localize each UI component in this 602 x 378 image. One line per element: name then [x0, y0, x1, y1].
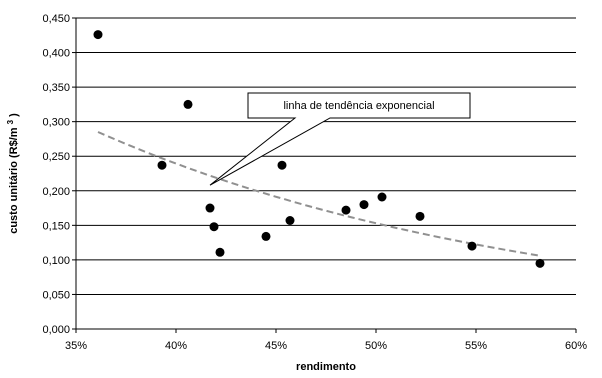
y-tick-labels: 0,000 0,050 0,100 0,150 0,200 0,250 0,300 0,350…: [42, 13, 70, 336]
x-tick-label: 60%: [565, 340, 587, 352]
y-tick-label: 0,150: [42, 220, 70, 232]
y-tick-label: 0,100: [42, 255, 70, 267]
x-tick-label: 45%: [265, 340, 287, 352]
x-tick-label: 50%: [365, 340, 387, 352]
trendline-path: [97, 131, 541, 257]
x-tick-label: 35%: [65, 340, 87, 352]
data-point: [215, 247, 225, 257]
data-point: [183, 99, 193, 109]
horizontal-gridlines: [76, 17, 576, 295]
data-point: [341, 205, 351, 215]
y-axis-title-superscript: 3: [6, 119, 15, 124]
y-tick-label: 0,200: [42, 186, 70, 198]
data-point: [285, 215, 295, 225]
data-point: [359, 200, 369, 210]
y-tick-label: 0,400: [42, 48, 70, 60]
y-tick-label: 0,300: [42, 117, 70, 129]
trendline-callout: linha de tendência exponencial: [209, 92, 471, 186]
data-point: [415, 211, 425, 221]
data-points: [93, 30, 545, 268]
plot-axes: [72, 17, 577, 333]
data-point: [535, 258, 545, 268]
y-tick-label: 0,050: [42, 289, 70, 301]
data-point: [377, 192, 387, 202]
x-tick-labels: 35% 40% 45% 50% 55% 60%: [65, 340, 587, 352]
y-tick-label: 0,450: [42, 13, 70, 25]
data-point: [467, 241, 477, 251]
x-axis-title: rendimento: [296, 361, 356, 373]
data-point: [157, 160, 167, 170]
callout-box: [209, 92, 471, 186]
y-axis-title: custo unitário (R$/m 3 ): [4, 113, 20, 234]
data-point: [261, 231, 271, 241]
exponential-trendline: [97, 131, 541, 257]
callout-label: linha de tendência exponencial: [283, 100, 434, 112]
data-point: [93, 30, 103, 40]
y-tick-label: 0,350: [42, 82, 70, 94]
x-tick-label: 55%: [465, 340, 487, 352]
x-tick-label: 40%: [165, 340, 187, 352]
data-point: [209, 222, 219, 232]
data-point: [205, 203, 215, 213]
y-tick-label: 0,000: [42, 324, 70, 336]
data-point: [277, 160, 287, 170]
y-tick-label: 0,250: [42, 151, 70, 163]
y-axis-title-close: ): [8, 113, 20, 117]
y-axis-title-main: custo unitário (R$/m: [8, 127, 20, 234]
